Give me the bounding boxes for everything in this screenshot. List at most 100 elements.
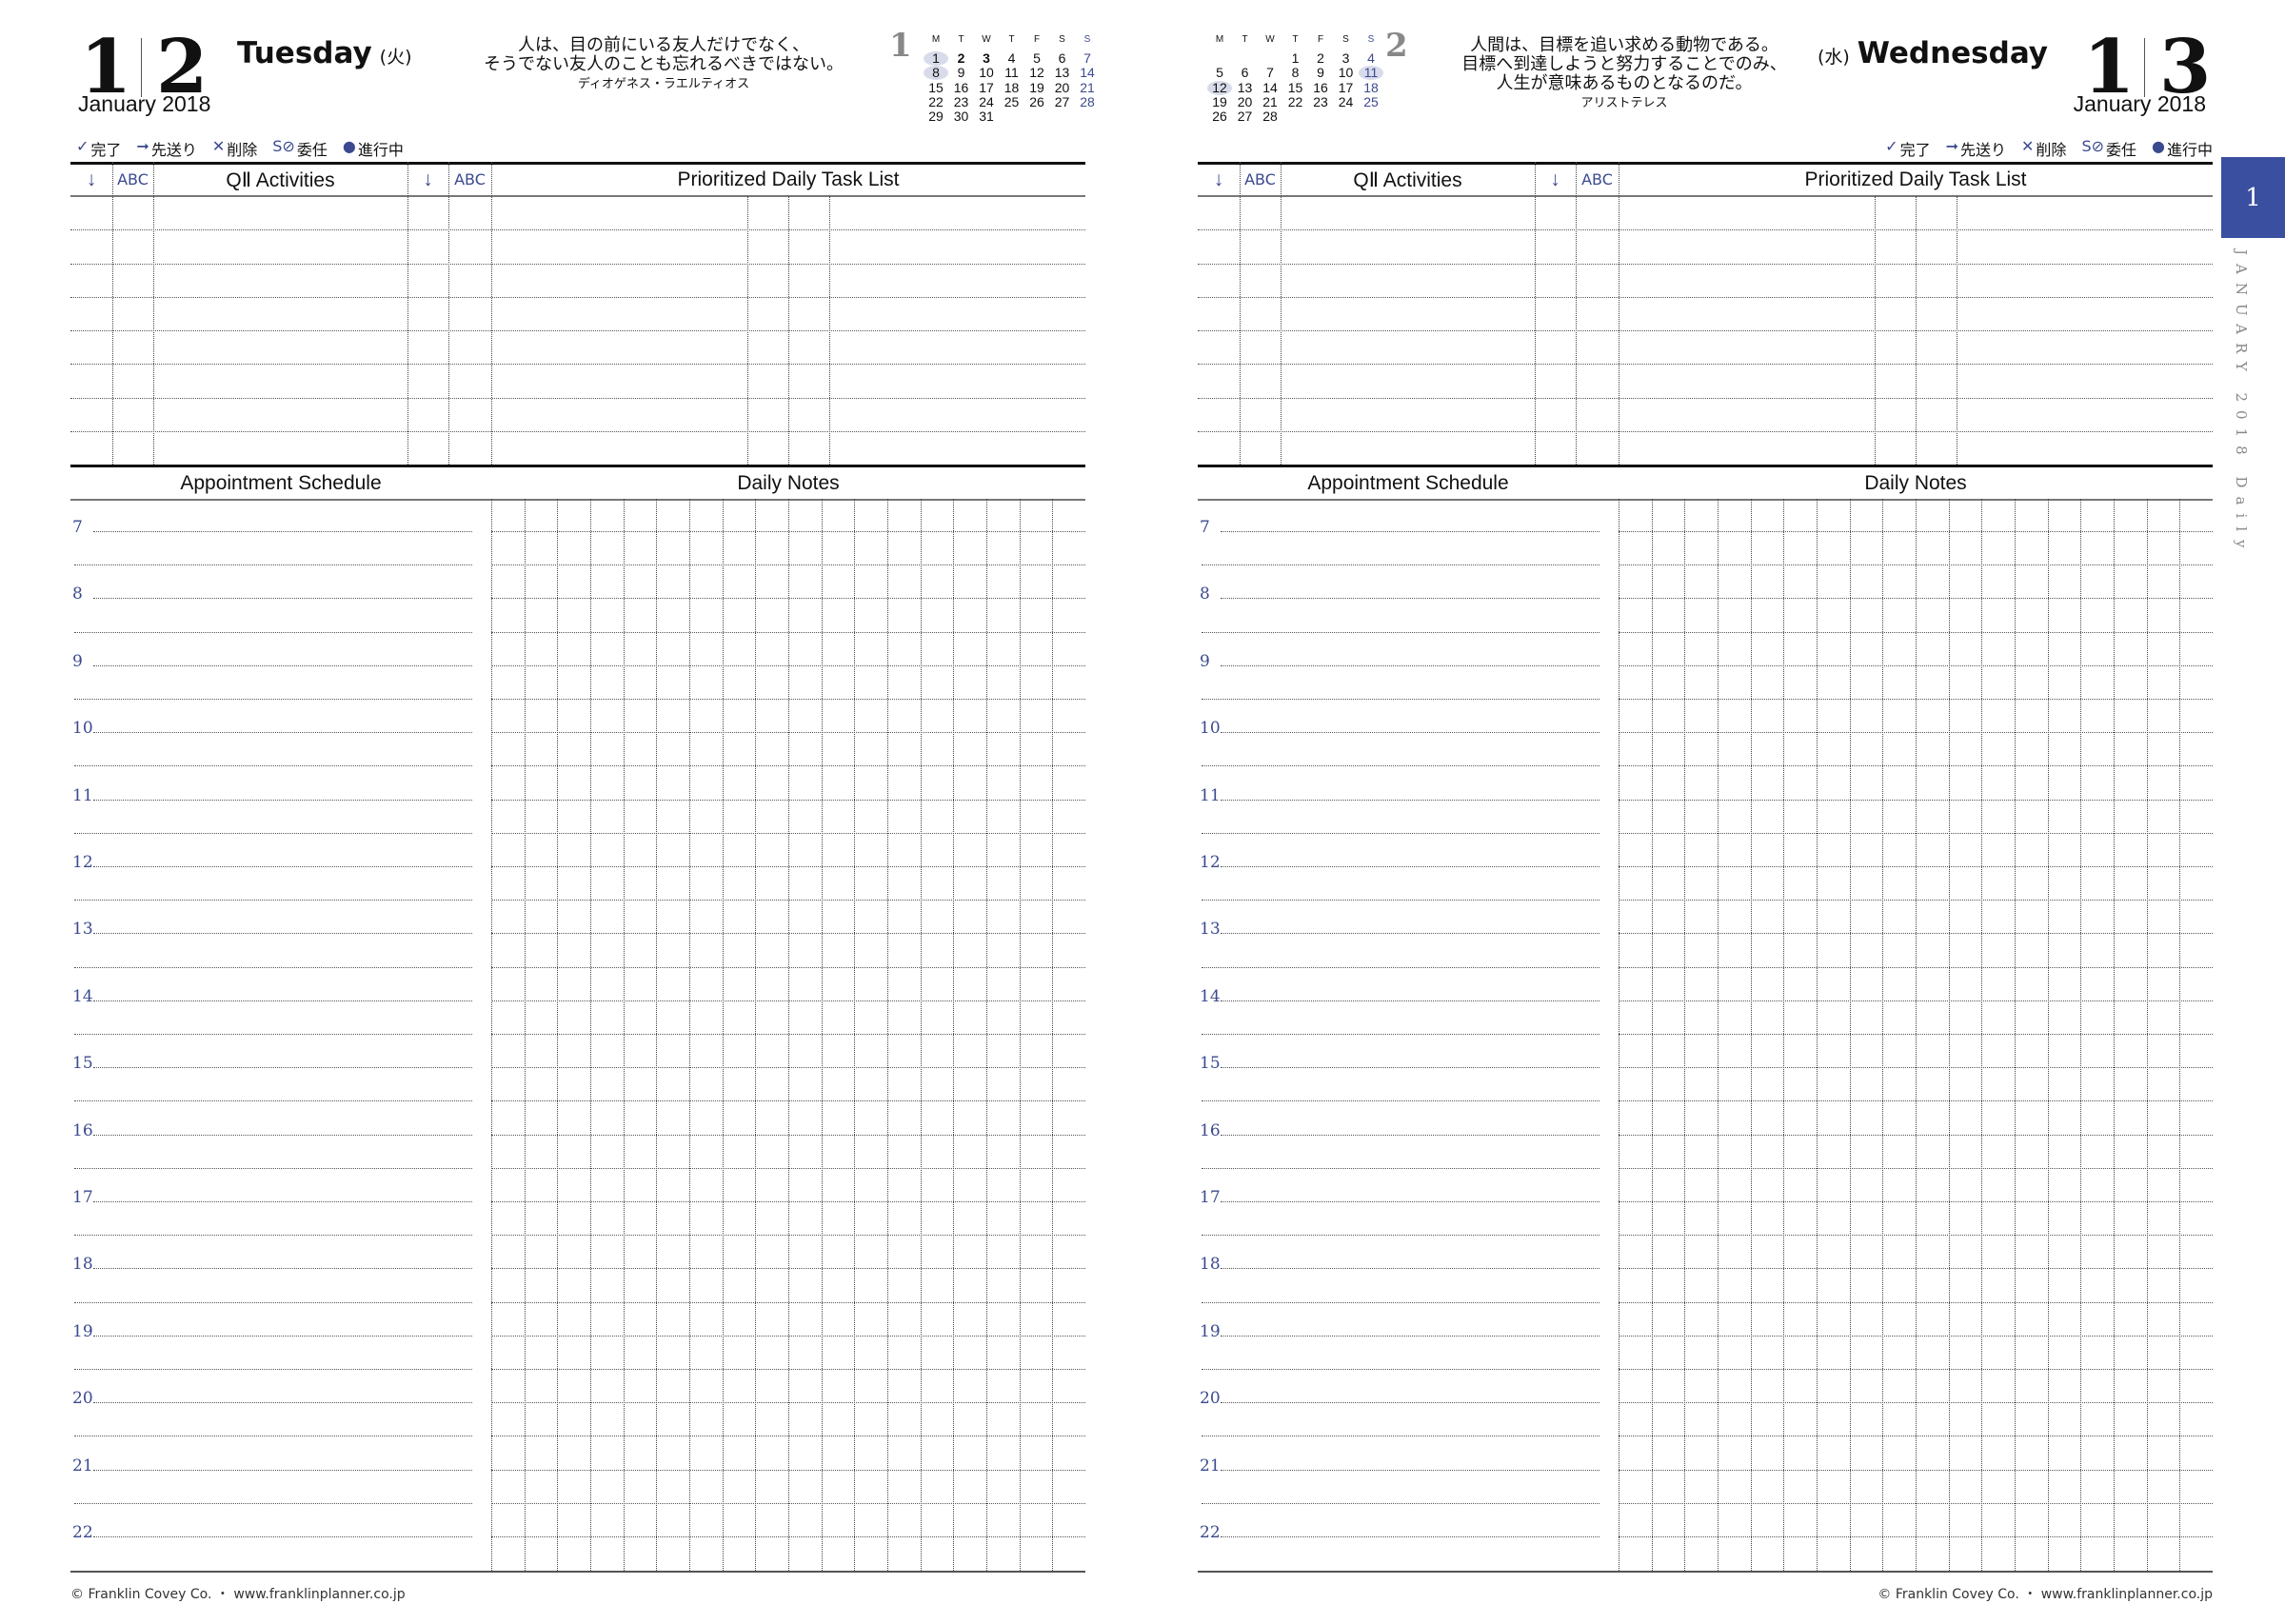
appointment-line[interactable] xyxy=(93,598,472,600)
calendar-day[interactable]: 3 xyxy=(983,50,990,66)
calendar-day[interactable]: 6 xyxy=(1241,65,1249,81)
appointment-line[interactable] xyxy=(93,664,472,666)
calendar-day[interactable]: 15 xyxy=(928,79,944,95)
appointment-line[interactable] xyxy=(93,1268,472,1270)
appointment-line[interactable] xyxy=(93,1335,472,1337)
appointment-line[interactable] xyxy=(1221,1268,1600,1270)
appointment-line[interactable] xyxy=(1202,1167,1600,1169)
calendar-day[interactable]: 12 xyxy=(1029,65,1044,81)
appointment-line[interactable] xyxy=(93,1134,472,1136)
calendar-day[interactable]: 1 xyxy=(1291,50,1300,66)
calendar-day[interactable]: 10 xyxy=(979,65,994,81)
calendar-day[interactable]: 11 xyxy=(1359,66,1383,81)
appointment-line[interactable] xyxy=(1221,664,1600,666)
task-row[interactable] xyxy=(70,430,1085,432)
appointment-line[interactable] xyxy=(1221,1469,1600,1471)
appointment-line[interactable] xyxy=(74,966,472,968)
appointment-line[interactable] xyxy=(74,1034,472,1035)
calendar-day[interactable]: 28 xyxy=(1262,109,1278,125)
appointment-line[interactable] xyxy=(93,1201,472,1202)
calendar-day[interactable]: 5 xyxy=(1216,65,1223,81)
task-row[interactable] xyxy=(1198,430,2213,432)
appointment-line[interactable] xyxy=(1221,1134,1600,1136)
appointment-line[interactable] xyxy=(93,799,472,801)
appointment-line[interactable] xyxy=(74,699,472,700)
appointment-line[interactable] xyxy=(93,1067,472,1069)
appointment-line[interactable] xyxy=(74,564,472,566)
calendar-day[interactable]: 25 xyxy=(1003,93,1020,109)
calendar-day[interactable]: 2 xyxy=(1317,50,1324,66)
calendar-day[interactable]: 14 xyxy=(1262,79,1278,95)
appointment-line[interactable] xyxy=(1202,765,1600,767)
calendar-day[interactable]: 7 xyxy=(1083,50,1091,66)
task-row[interactable] xyxy=(1198,330,2213,331)
appointment-line[interactable] xyxy=(1221,1201,1600,1202)
appointment-line[interactable] xyxy=(1202,966,1600,968)
calendar-day[interactable]: 26 xyxy=(1212,109,1227,125)
calendar-day[interactable]: 20 xyxy=(1054,79,1070,95)
appointment-line[interactable] xyxy=(74,1369,472,1370)
appointment-line[interactable] xyxy=(1202,631,1600,633)
calendar-day[interactable]: 8 xyxy=(924,66,948,81)
calendar-day[interactable]: 27 xyxy=(1054,93,1070,109)
appointment-line[interactable] xyxy=(74,1167,472,1169)
appointment-line[interactable] xyxy=(93,1536,472,1537)
task-row[interactable] xyxy=(1198,397,2213,399)
calendar-day[interactable]: 13 xyxy=(1054,65,1070,81)
appointment-line[interactable] xyxy=(1221,1536,1600,1537)
appointment-line[interactable] xyxy=(74,1301,472,1303)
calendar-day[interactable]: 5 xyxy=(1033,50,1041,66)
appointment-line[interactable] xyxy=(74,832,472,834)
calendar-day[interactable]: 17 xyxy=(1338,79,1354,95)
calendar-day[interactable]: 27 xyxy=(1237,109,1253,125)
calendar-day[interactable]: 24 xyxy=(1338,93,1354,109)
calendar-day[interactable]: 12 xyxy=(1207,80,1232,95)
calendar-day[interactable]: 21 xyxy=(1080,79,1095,95)
task-row[interactable] xyxy=(1198,229,2213,231)
calendar-day[interactable]: 15 xyxy=(1287,79,1303,95)
calendar-day[interactable]: 29 xyxy=(928,109,944,125)
appointment-line[interactable] xyxy=(1202,1235,1600,1237)
task-row[interactable] xyxy=(1198,364,2213,366)
calendar-day[interactable]: 30 xyxy=(953,109,969,125)
appointment-line[interactable] xyxy=(1202,1034,1600,1035)
appointment-line[interactable] xyxy=(1202,1369,1600,1370)
calendar-day[interactable]: 10 xyxy=(1338,65,1354,81)
appointment-line[interactable] xyxy=(93,866,472,867)
calendar-day[interactable]: 6 xyxy=(1058,50,1066,66)
calendar-day[interactable]: 4 xyxy=(1367,50,1375,66)
calendar-day[interactable]: 28 xyxy=(1080,93,1095,109)
appointment-line[interactable] xyxy=(1221,1402,1600,1404)
appointment-line[interactable] xyxy=(74,1100,472,1102)
calendar-day[interactable]: 23 xyxy=(1313,93,1328,109)
calendar-day[interactable]: 24 xyxy=(979,93,994,109)
calendar-day[interactable]: 2 xyxy=(957,50,965,66)
month-tab[interactable]: 1 xyxy=(2221,157,2285,238)
calendar-day[interactable]: 13 xyxy=(1237,79,1253,95)
appointment-line[interactable] xyxy=(1202,900,1600,901)
appointment-line[interactable] xyxy=(1202,564,1600,566)
appointment-line[interactable] xyxy=(1202,1100,1600,1102)
calendar-day[interactable]: 18 xyxy=(1363,79,1379,95)
calendar-day[interactable]: 14 xyxy=(1080,65,1095,81)
appointment-line[interactable] xyxy=(1221,1067,1600,1069)
task-row[interactable] xyxy=(1198,296,2213,298)
appointment-line[interactable] xyxy=(1221,799,1600,801)
calendar-day[interactable]: 23 xyxy=(953,93,969,109)
calendar-day[interactable]: 21 xyxy=(1262,93,1278,109)
appointment-line[interactable] xyxy=(74,631,472,633)
task-row[interactable] xyxy=(70,229,1085,231)
calendar-day[interactable]: 7 xyxy=(1266,65,1274,81)
calendar-day[interactable]: 18 xyxy=(1003,79,1020,95)
calendar-day[interactable]: 26 xyxy=(1029,93,1044,109)
appointment-line[interactable] xyxy=(93,732,472,734)
calendar-day[interactable]: 22 xyxy=(1287,93,1303,109)
appointment-line[interactable] xyxy=(1221,1000,1600,1001)
appointment-line[interactable] xyxy=(1221,531,1600,532)
appointment-line[interactable] xyxy=(1221,933,1600,935)
calendar-day[interactable]: 9 xyxy=(957,65,965,81)
appointment-line[interactable] xyxy=(93,1469,472,1471)
calendar-day[interactable]: 4 xyxy=(1007,50,1016,66)
appointment-line[interactable] xyxy=(1202,699,1600,700)
calendar-day[interactable]: 3 xyxy=(1341,50,1350,66)
